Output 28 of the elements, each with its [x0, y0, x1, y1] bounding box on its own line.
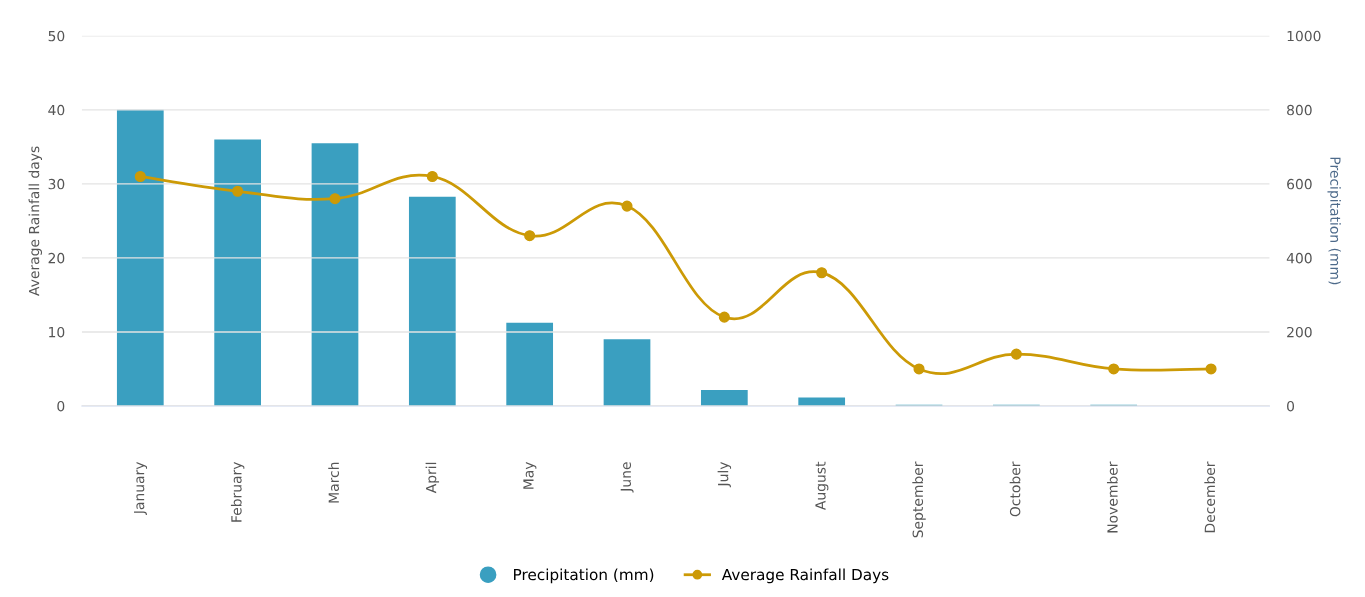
x-tick-label: August: [815, 461, 829, 511]
y2-tick-label: 400: [1286, 252, 1312, 264]
y2-tick-label: 800: [1287, 104, 1312, 116]
y-tick-label: 50: [48, 30, 65, 42]
y-tick-label: 30: [48, 178, 65, 190]
y2-tick-label: 600: [1287, 178, 1312, 190]
legend-label: Precipitation (mm): [514, 568, 654, 584]
x-tick-label: October: [1009, 461, 1021, 517]
x-tick-label: July: [717, 461, 732, 488]
x-tick-label: January: [134, 461, 148, 515]
y2-tick-label: 1000: [1287, 30, 1321, 42]
x-tick-label: May: [523, 461, 537, 489]
y-tick-label: 10: [49, 326, 65, 338]
x-tick-label: February: [230, 461, 245, 522]
y-tick-label: 0: [57, 400, 65, 412]
y-axis-title: Average Rainfall days: [28, 146, 42, 296]
y2-tick-label: 200: [1287, 326, 1312, 338]
y-tick-label: 40: [48, 104, 65, 116]
x-tick-label: September: [912, 461, 926, 538]
y2-axis-title: Precipitation (mm): [1327, 157, 1341, 285]
y-tick-label: 20: [48, 252, 65, 264]
x-tick-label: December: [1204, 461, 1216, 533]
x-tick-label: March: [328, 462, 340, 503]
x-tick-label: April: [425, 462, 440, 494]
legend-label: Average Rainfall Days: [721, 568, 889, 584]
x-tick-label: June: [620, 462, 634, 493]
y2-tick-label: 0: [1287, 400, 1295, 412]
x-tick-label: November: [1106, 461, 1118, 533]
